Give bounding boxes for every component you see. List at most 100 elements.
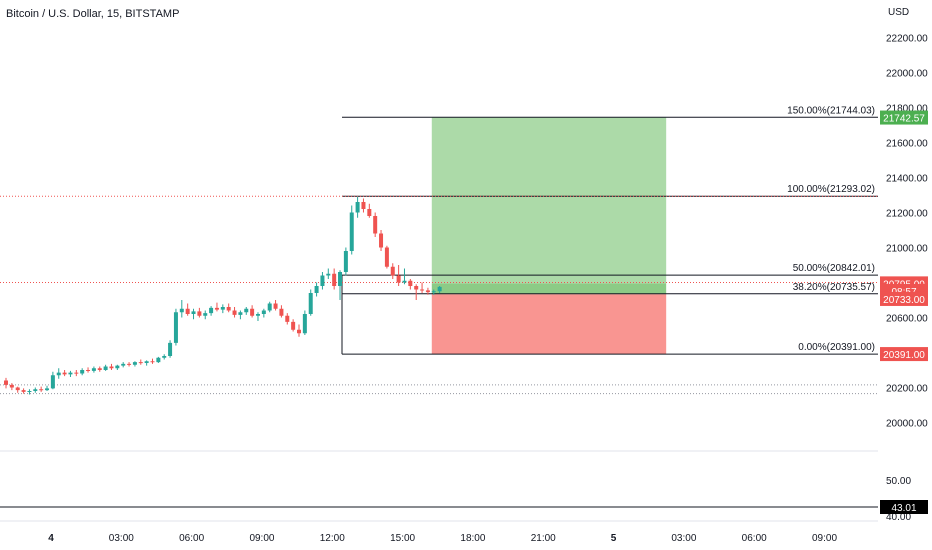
time-axis: 4 03:00 06:00 09:00 12:00 15:00 18:00 21:00 5 03:… [48, 533, 837, 544]
candle-body [203, 313, 208, 316]
time-tick-label: 18:00 [460, 533, 485, 544]
price-tick-label: 22000.00 [886, 69, 928, 80]
candle-body [127, 363, 132, 365]
candle-body [332, 273, 337, 286]
candle-body [80, 370, 85, 374]
time-tick-label: 21:00 [531, 533, 556, 544]
trade-position-zones [431, 117, 667, 355]
candlestick-series [4, 196, 442, 395]
candle-body [68, 372, 73, 375]
candle-body [314, 286, 319, 293]
candle-body [144, 361, 149, 363]
indicator-value-badge [880, 500, 928, 514]
time-tick-label: 03:00 [109, 533, 134, 544]
candle-body [255, 314, 260, 316]
price-axis-badge-text: 20391.00 [883, 350, 925, 361]
candle-body [185, 308, 190, 314]
candle-body [367, 209, 372, 216]
candle-body [414, 286, 419, 290]
fib-label: 100.00%(21293.02) [787, 184, 875, 195]
indicator-tick-label: 40.00 [886, 512, 911, 523]
candle-body [261, 310, 266, 314]
candle-body [390, 266, 395, 276]
price-tick-label: 20600.00 [886, 314, 928, 325]
candle-body [384, 247, 389, 267]
time-tick-label: 06:00 [179, 533, 204, 544]
price-tick-label: 22200.00 [886, 34, 928, 45]
chart-title: Bitcoin / U.S. Dollar, 15, BITSTAMP [6, 8, 180, 20]
candle-body [273, 303, 278, 309]
candle-body [162, 356, 167, 358]
candle-body [121, 363, 126, 366]
candle-body [226, 307, 231, 311]
time-tick-label: 06:00 [742, 533, 767, 544]
candle-body [191, 311, 196, 314]
candle-body [179, 308, 184, 313]
candle-body [138, 362, 143, 364]
loss-zone [431, 294, 667, 355]
price-axis-labels: 21742.5720795.0008:5720733.0020391.0043.… [880, 110, 928, 514]
candle-body [109, 366, 114, 369]
time-tick-label: 15:00 [390, 533, 415, 544]
candle-body [9, 384, 14, 388]
price-tick-label: 20000.00 [886, 419, 928, 430]
candle-body [56, 372, 61, 376]
price-axis-currency: USD [888, 7, 909, 18]
candle-body [27, 391, 32, 392]
price-axis-badge [880, 291, 928, 306]
candle-body [279, 308, 284, 316]
time-tick-label: 09:00 [812, 533, 837, 544]
candle-body [150, 361, 155, 363]
candle-body [86, 370, 91, 371]
indicator-value-text: 43.01 [891, 503, 916, 514]
candle-body [297, 329, 301, 334]
candle-body [50, 375, 55, 389]
candle-body [338, 272, 343, 286]
candle-body [244, 308, 249, 313]
candle-body [15, 387, 20, 391]
candle-body [209, 307, 214, 314]
candle-body [308, 293, 313, 314]
candle-body [232, 310, 237, 315]
candle-body [21, 390, 26, 392]
candle-body [320, 275, 325, 286]
time-tick-label: 09:00 [249, 533, 274, 544]
price-axis-badge-text: 20733.00 [883, 295, 925, 306]
dotted-price-lines [0, 195, 878, 395]
candle-body [115, 365, 120, 369]
candle-body [408, 280, 413, 286]
candle-body [291, 321, 296, 330]
candle-body [379, 233, 384, 248]
candle-body [214, 307, 219, 310]
candle-body [173, 312, 178, 343]
candle-body [4, 380, 8, 385]
candle-body [326, 273, 331, 276]
candle-body [396, 275, 401, 283]
candle-body [220, 307, 225, 310]
candle-body [197, 311, 202, 316]
candle-body [62, 372, 67, 375]
candle-body [238, 312, 243, 315]
candle-body [373, 216, 378, 234]
price-tick-label: 21600.00 [886, 139, 928, 150]
price-tick-label: 21400.00 [886, 174, 928, 185]
candle-body [250, 308, 255, 316]
time-tick-label: 12:00 [320, 533, 345, 544]
fib-label: 38.20%(20735.57) [793, 282, 875, 293]
entry-zone [431, 283, 667, 295]
candle-body [285, 315, 290, 322]
candle-body [97, 368, 102, 370]
candle-body [103, 366, 108, 370]
candle-body [437, 286, 442, 292]
candle-body [33, 389, 38, 391]
profit-zone [431, 117, 667, 284]
time-tick-label: 4 [48, 533, 54, 544]
time-tick-label: 03:00 [671, 533, 696, 544]
candle-body [39, 389, 44, 391]
candle-body [349, 212, 354, 251]
price-tick-label: 21000.00 [886, 244, 928, 255]
candle-body [168, 342, 173, 356]
candle-body [91, 368, 96, 371]
price-tick-label: 20200.00 [886, 384, 928, 395]
